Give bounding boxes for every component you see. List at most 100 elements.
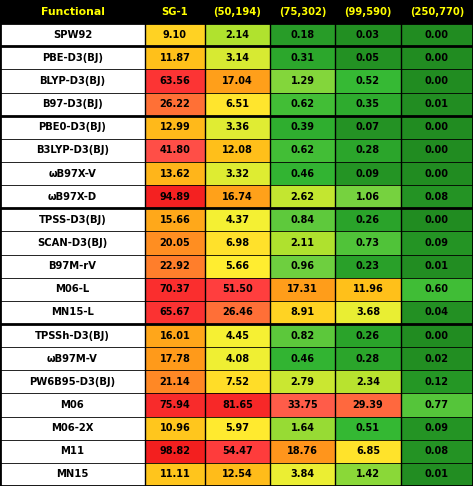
Bar	[270, 92, 335, 116]
Text: B3LYP-D3(BJ): B3LYP-D3(BJ)	[36, 145, 109, 156]
Text: 98.82: 98.82	[159, 446, 191, 456]
Bar	[335, 440, 401, 463]
Bar	[335, 0, 401, 23]
Text: 4.08: 4.08	[226, 354, 250, 364]
Text: 0.09: 0.09	[425, 423, 449, 433]
Text: TPSS-D3(BJ): TPSS-D3(BJ)	[39, 215, 106, 225]
Text: 26.22: 26.22	[159, 99, 190, 109]
Bar	[401, 255, 473, 278]
Bar	[205, 278, 270, 301]
Text: 0.60: 0.60	[425, 284, 449, 295]
Bar	[205, 463, 270, 486]
Text: 0.02: 0.02	[425, 354, 449, 364]
Bar	[335, 231, 401, 255]
Text: ωB97X-V: ωB97X-V	[49, 169, 96, 178]
Text: 0.01: 0.01	[425, 469, 449, 479]
Text: 0.12: 0.12	[425, 377, 449, 387]
Bar	[270, 139, 335, 162]
Text: 2.11: 2.11	[291, 238, 315, 248]
Bar	[0, 23, 145, 46]
Bar	[205, 185, 270, 208]
Text: 29.39: 29.39	[352, 400, 383, 410]
Text: ωB97X-D: ωB97X-D	[48, 191, 97, 202]
Text: 5.66: 5.66	[226, 261, 250, 271]
Text: (250,770): (250,770)	[410, 7, 464, 17]
Bar	[270, 301, 335, 324]
Text: 0.00: 0.00	[425, 145, 449, 156]
Text: 2.62: 2.62	[291, 191, 315, 202]
Bar	[0, 394, 145, 417]
Text: (99,590): (99,590)	[344, 7, 392, 17]
Text: 0.00: 0.00	[425, 76, 449, 86]
Bar	[205, 46, 270, 69]
Text: 0.31: 0.31	[291, 53, 315, 63]
Bar	[401, 394, 473, 417]
Text: 0.00: 0.00	[425, 215, 449, 225]
Bar	[401, 231, 473, 255]
Text: 0.07: 0.07	[356, 122, 380, 132]
Bar	[0, 440, 145, 463]
Text: SPW92: SPW92	[53, 30, 92, 40]
Text: 2.34: 2.34	[356, 377, 380, 387]
Bar	[145, 463, 205, 486]
Text: 33.75: 33.75	[288, 400, 318, 410]
Text: 1.29: 1.29	[291, 76, 315, 86]
Text: 0.39: 0.39	[291, 122, 315, 132]
Text: B97M-rV: B97M-rV	[48, 261, 96, 271]
Bar	[335, 347, 401, 370]
Text: 11.87: 11.87	[159, 53, 190, 63]
Text: 16.01: 16.01	[159, 330, 190, 341]
Bar	[270, 23, 335, 46]
Bar	[0, 208, 145, 231]
Text: (75,302): (75,302)	[279, 7, 326, 17]
Bar	[145, 440, 205, 463]
Bar	[0, 46, 145, 69]
Bar	[0, 278, 145, 301]
Bar	[145, 255, 205, 278]
Text: 0.03: 0.03	[356, 30, 380, 40]
Bar	[401, 278, 473, 301]
Bar	[0, 301, 145, 324]
Bar	[401, 370, 473, 394]
Bar	[335, 69, 401, 92]
Text: 12.54: 12.54	[222, 469, 253, 479]
Text: TPSSh-D3(BJ): TPSSh-D3(BJ)	[35, 330, 110, 341]
Text: 0.28: 0.28	[356, 145, 380, 156]
Text: SCAN-D3(BJ): SCAN-D3(BJ)	[37, 238, 107, 248]
Bar	[401, 46, 473, 69]
Text: 9.10: 9.10	[163, 30, 187, 40]
Text: 6.85: 6.85	[356, 446, 380, 456]
Bar	[335, 46, 401, 69]
Bar	[270, 162, 335, 185]
Text: 0.73: 0.73	[356, 238, 380, 248]
Text: 2.14: 2.14	[226, 30, 250, 40]
Bar	[335, 278, 401, 301]
Text: 8.91: 8.91	[291, 308, 315, 317]
Text: M06-L: M06-L	[55, 284, 89, 295]
Text: 0.46: 0.46	[291, 354, 315, 364]
Bar	[205, 324, 270, 347]
Text: 54.47: 54.47	[222, 446, 253, 456]
Bar	[401, 417, 473, 440]
Bar	[401, 92, 473, 116]
Text: 3.68: 3.68	[356, 308, 380, 317]
Text: 3.32: 3.32	[226, 169, 250, 178]
Bar	[205, 116, 270, 139]
Text: 2.79: 2.79	[291, 377, 315, 387]
Bar	[205, 208, 270, 231]
Bar	[0, 370, 145, 394]
Text: (50,194): (50,194)	[214, 7, 262, 17]
Text: 65.67: 65.67	[159, 308, 190, 317]
Text: 3.84: 3.84	[291, 469, 315, 479]
Bar	[145, 301, 205, 324]
Text: 11.11: 11.11	[159, 469, 190, 479]
Bar	[0, 139, 145, 162]
Bar	[335, 23, 401, 46]
Text: 0.01: 0.01	[425, 261, 449, 271]
Bar	[270, 255, 335, 278]
Bar	[401, 185, 473, 208]
Bar	[205, 231, 270, 255]
Bar	[205, 301, 270, 324]
Text: 0.05: 0.05	[356, 53, 380, 63]
Bar	[335, 301, 401, 324]
